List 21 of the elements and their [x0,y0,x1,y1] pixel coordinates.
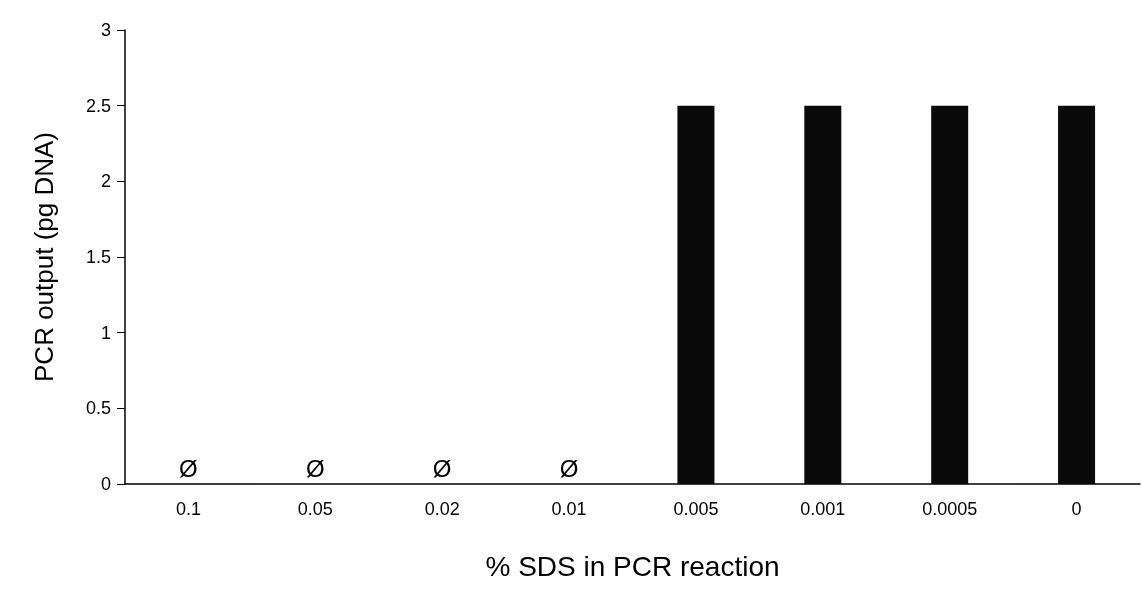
annotation: Ø [179,454,198,482]
annotation: Ø [432,454,452,482]
x-tick-label: 0.1 [175,499,201,519]
y-tick-label: 2 [100,171,111,192]
y-axis-title: PCR output (pg DNA) [29,132,59,382]
x-tick-label: 0.0005 [922,499,978,519]
y-tick-label: 1.5 [85,247,111,267]
y-tick-label: 3 [100,20,111,40]
annotation: Ø [305,454,325,482]
y-tick-label: 0 [100,474,111,494]
annotation: Ø [559,454,579,482]
x-tick-label: 0.001 [800,499,846,519]
x-axis-title: % SDS in PCR reaction [485,550,780,582]
y-tick-label: 0.5 [85,398,111,419]
x-tick-label: 0 [1071,499,1082,519]
x-tick-label: 0.005 [673,499,719,519]
x-tick-label: 0.05 [297,499,333,519]
x-tick-label: 0.01 [551,499,587,519]
y-tick-label: 1 [100,322,111,343]
x-tick-label: 0.02 [424,499,460,519]
y-tick-label: 2.5 [85,95,111,116]
